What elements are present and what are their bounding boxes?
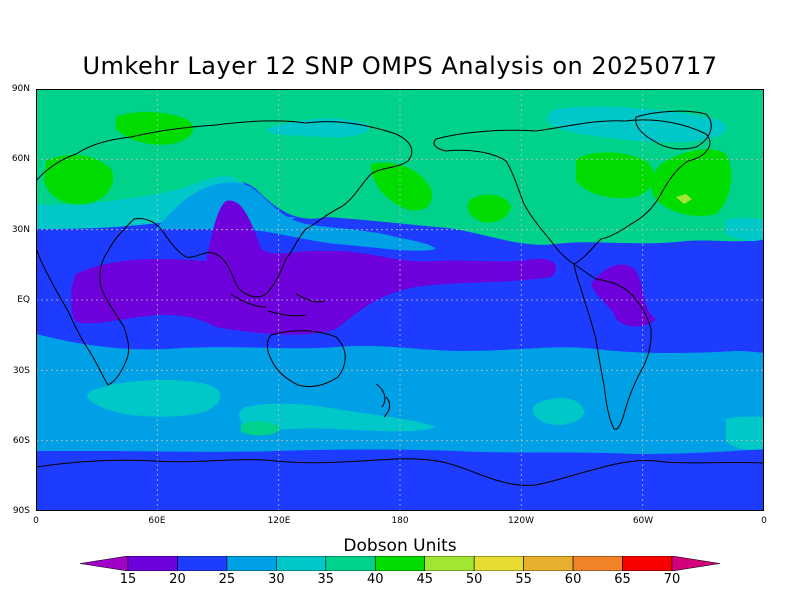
south-band-30-35-d bbox=[726, 416, 764, 450]
north-band-30-35-d bbox=[266, 118, 369, 138]
lat-label-90s: 90S bbox=[12, 506, 30, 516]
north-band-40-45-b bbox=[44, 154, 114, 205]
colorbar-tick-label: 15 bbox=[119, 572, 137, 587]
colorbar-tick-label: 35 bbox=[317, 572, 335, 587]
north-band-40-45-e bbox=[576, 152, 655, 199]
north-band-40-45-f bbox=[651, 149, 732, 216]
map-border bbox=[36, 89, 764, 511]
colorbar-swatch bbox=[226, 556, 277, 571]
north-band-30-35-c bbox=[726, 218, 764, 242]
colorbar-swatch bbox=[374, 556, 426, 571]
south-band-30-35-c bbox=[532, 398, 584, 425]
colorbar-swatch bbox=[572, 556, 623, 571]
colorbar-lower-extend bbox=[80, 556, 129, 571]
colorbar-swatch bbox=[276, 556, 327, 571]
lon-label-0-right: 0 bbox=[761, 516, 767, 526]
lon-label-60e: 60E bbox=[148, 516, 166, 526]
north-band-40-45-d bbox=[467, 194, 511, 223]
colorbar-title: Dobson Units bbox=[343, 536, 457, 556]
colorbar-tick-label: 30 bbox=[268, 572, 285, 587]
colorbar-swatch bbox=[523, 556, 574, 571]
lon-label-180: 180 bbox=[391, 516, 409, 526]
north-band-40-45-c bbox=[371, 162, 432, 211]
north-band-45-50 bbox=[676, 194, 692, 204]
south-band-30-35-a bbox=[87, 379, 221, 417]
colorbar-swatch bbox=[127, 556, 178, 571]
lon-label-120e: 120E bbox=[267, 516, 291, 526]
colorbar-tick-label: 45 bbox=[416, 572, 433, 587]
colorbar-tick-label: 40 bbox=[366, 572, 384, 587]
colorbar-tick-label: 65 bbox=[614, 572, 631, 587]
colorbar bbox=[80, 556, 720, 571]
lon-label-0-left: 0 bbox=[33, 516, 39, 526]
lon-label-120w: 120W bbox=[507, 516, 535, 526]
lat-label-60s: 60S bbox=[12, 436, 30, 446]
south-band-30-35-b bbox=[239, 403, 436, 432]
ozone-map bbox=[36, 89, 764, 511]
colorbar-tick-label: 55 bbox=[515, 572, 532, 587]
colorbar-tick-label: 60 bbox=[564, 572, 582, 587]
lat-label-eq: EQ bbox=[17, 295, 30, 305]
colorbar-tick-label: 50 bbox=[465, 572, 483, 587]
north-band-25-30 bbox=[156, 182, 436, 251]
colorbar-swatch bbox=[473, 556, 524, 571]
lat-label-90n: 90N bbox=[11, 84, 30, 94]
lat-label-60n: 60N bbox=[11, 154, 30, 164]
map-title: Umkehr Layer 12 SNP OMPS Analysis on 202… bbox=[82, 52, 718, 80]
lon-label-60w: 60W bbox=[632, 516, 654, 526]
colorbar-tick-label: 70 bbox=[663, 572, 681, 587]
tropical-band-15-20-a bbox=[71, 200, 557, 335]
grid-lines bbox=[36, 89, 764, 511]
colorbar-upper-extend bbox=[671, 556, 720, 571]
colorbar-swatch bbox=[177, 556, 228, 571]
colorbar-swatch bbox=[325, 556, 376, 571]
coastlines bbox=[36, 110, 764, 486]
colorbar-tick-label: 25 bbox=[218, 572, 236, 587]
south-band-35-40 bbox=[241, 421, 281, 436]
colorbar-swatch bbox=[622, 556, 673, 571]
tropical-band-15-20-b bbox=[591, 264, 656, 327]
colorbar-swatch bbox=[424, 556, 475, 571]
lat-label-30n: 30N bbox=[11, 225, 30, 235]
lat-label-30s: 30S bbox=[12, 366, 30, 376]
colorbar-tick-label: 20 bbox=[169, 572, 186, 587]
